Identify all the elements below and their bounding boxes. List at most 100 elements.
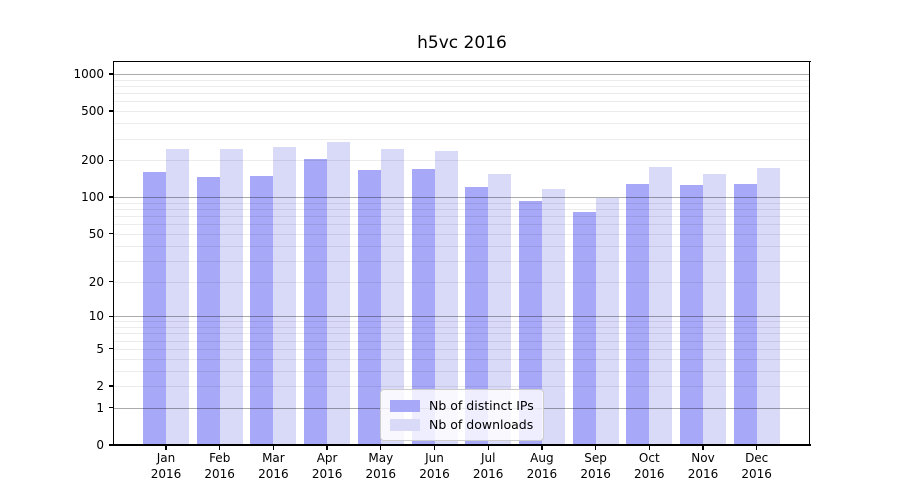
bar-ips-jul — [465, 186, 489, 445]
bar-downloads-apr — [327, 142, 351, 445]
x-tick-year: 2016 — [311, 467, 343, 481]
bar-ips-oct — [626, 184, 650, 445]
gridline-major — [114, 74, 810, 75]
bar-ips-may — [357, 169, 381, 445]
legend-label-downloads: Nb of downloads — [429, 417, 534, 432]
bar-ips-aug — [518, 201, 542, 445]
x-tick-year: 2016 — [580, 467, 611, 481]
y-tick-label: 5 — [96, 341, 104, 356]
bar-downloads-jul — [488, 173, 512, 445]
x-tick-mark — [433, 446, 436, 450]
chart-title: h5vc 2016 — [417, 33, 507, 53]
gridline-minor — [114, 386, 810, 387]
x-tick-mark — [541, 446, 543, 450]
bar-ips-dec — [733, 184, 757, 445]
y-tick-label: 2 — [96, 379, 104, 393]
x-tick-label: Apr 2016 — [297, 450, 357, 482]
x-tick-mark — [594, 446, 597, 450]
bar-downloads-aug — [541, 188, 565, 445]
plot-spine-right — [809, 61, 811, 446]
x-tick-year: 2016 — [365, 467, 397, 481]
gridline-major — [114, 197, 810, 199]
x-tick-year: 2016 — [634, 467, 665, 481]
x-tick-mark — [272, 446, 275, 450]
gridline-minor — [114, 101, 810, 103]
x-tick-label: Oct 2016 — [619, 450, 679, 482]
bar-ips-feb — [196, 177, 220, 445]
gridline-minor — [114, 160, 810, 162]
x-tick-mark — [380, 446, 382, 450]
y-tick-mark — [109, 233, 113, 235]
y-tick-mark — [109, 315, 113, 317]
y-tick-mark — [109, 407, 113, 409]
y-tick-label: 500 — [81, 104, 104, 119]
y-tick-mark — [109, 196, 113, 198]
gridline-minor — [114, 79, 810, 81]
bar-downloads-oct — [649, 166, 673, 445]
legend-label-ips: Nb of distinct IPs — [429, 398, 534, 413]
bar-downloads-may — [380, 148, 404, 445]
x-tick-year: 2016 — [258, 467, 289, 481]
x-tick-label: Sep 2016 — [566, 450, 626, 482]
gridline-minor — [114, 333, 810, 335]
y-tick-label: 10 — [88, 309, 104, 324]
gridline-minor — [114, 209, 810, 210]
plot-spine-top — [113, 61, 811, 63]
bar-downloads-sep — [595, 198, 619, 445]
gridline-minor — [114, 123, 810, 125]
x-tick-label: Dec 2016 — [727, 450, 787, 482]
plot-spine-bottom — [113, 444, 811, 446]
bar-ips-jun — [411, 168, 435, 445]
x-tick-mark — [756, 446, 758, 450]
y-tick-label: 1000 — [73, 67, 104, 81]
x-tick-month: Jan — [156, 451, 176, 465]
y-tick-label: 0 — [96, 438, 104, 452]
y-tick-label: 100 — [81, 190, 104, 205]
y-tick-label: 50 — [88, 226, 104, 241]
bar-ips-sep — [572, 211, 596, 445]
x-tick-month: Nov — [691, 451, 715, 465]
legend-row-ips: Nb of distinct IPs — [390, 396, 534, 415]
gridline-minor — [114, 321, 810, 323]
bar-downloads-mar — [273, 146, 297, 445]
gridline-major — [114, 316, 810, 318]
y-tick-mark — [109, 348, 113, 350]
x-tick-year: 2016 — [526, 467, 558, 481]
gridline-minor — [114, 260, 810, 262]
x-tick-year: 2016 — [150, 467, 182, 481]
y-tick-label: 200 — [81, 153, 104, 168]
x-tick-mark — [326, 446, 328, 450]
gridline-minor — [114, 340, 810, 342]
x-tick-year: 2016 — [741, 467, 772, 481]
x-tick-month: Oct — [638, 451, 660, 465]
x-tick-year: 2016 — [472, 467, 504, 481]
y-tick-label: 1 — [96, 400, 104, 415]
bar-downloads-jun — [434, 150, 458, 445]
gridline-minor — [114, 348, 810, 350]
bar-ips-mar — [250, 176, 274, 445]
y-tick-label: 20 — [88, 274, 104, 289]
x-tick-mark — [702, 446, 704, 450]
gridline-minor — [114, 358, 810, 360]
gridline-minor — [114, 111, 810, 113]
bar-downloads-jan — [166, 148, 189, 445]
gridline-minor — [114, 233, 810, 235]
x-tick-mark — [165, 446, 167, 450]
x-tick-label: Feb 2016 — [190, 450, 250, 482]
plot-spine-left — [113, 61, 115, 446]
y-tick-mark — [109, 73, 113, 75]
gridline-minor — [114, 202, 810, 204]
y-tick-mark — [109, 444, 113, 446]
x-tick-mark — [648, 446, 650, 450]
gridline-minor — [114, 138, 810, 140]
plot-area — [114, 62, 810, 445]
x-tick-label: Jun 2016 — [405, 450, 465, 482]
x-tick-mark — [487, 446, 489, 450]
x-tick-month: Feb — [209, 451, 231, 465]
gridline-minor — [114, 85, 810, 87]
legend-row-downloads: Nb of downloads — [390, 415, 534, 434]
bar-ips-apr — [304, 159, 328, 445]
gridline-minor — [114, 327, 810, 328]
x-tick-month: Sep — [584, 451, 607, 465]
